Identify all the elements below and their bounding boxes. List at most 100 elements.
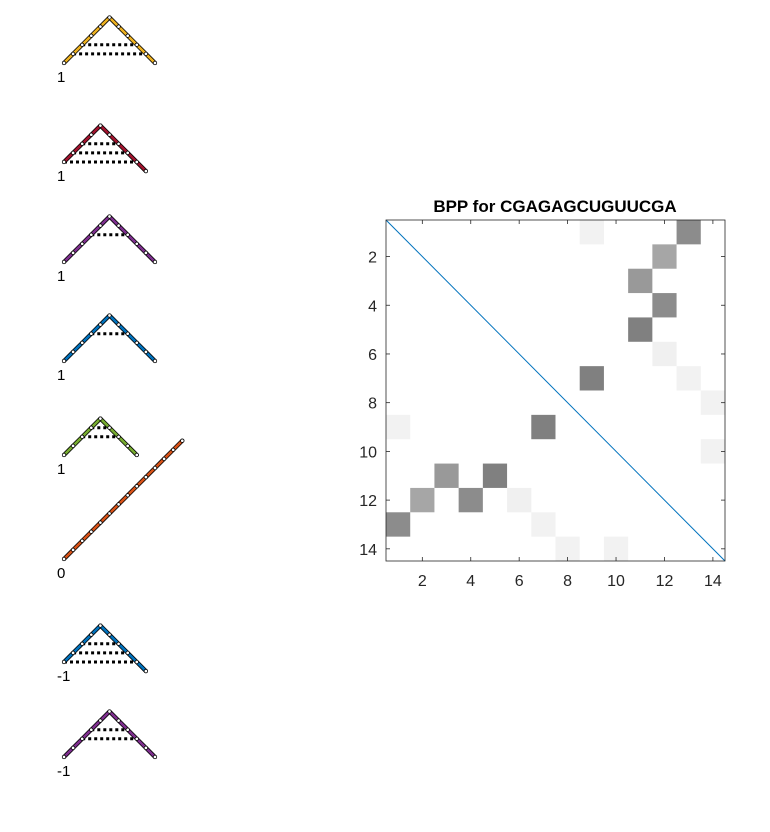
structure-label: 1 xyxy=(57,69,65,86)
backbone-outline xyxy=(61,15,158,66)
backbone-line xyxy=(62,439,184,561)
x-tick-label: 8 xyxy=(563,573,572,590)
structure-label: -1 xyxy=(57,763,70,780)
nucleotide-dot xyxy=(61,259,67,265)
nucleotide-dot xyxy=(107,15,112,20)
nucleotide-dot xyxy=(61,659,67,665)
nucleotide-dot xyxy=(116,718,121,723)
nucleotide-dot xyxy=(125,33,130,38)
nucleotide-dot xyxy=(89,632,94,637)
heatmap-cell xyxy=(531,414,556,440)
nucleotide-dot xyxy=(116,322,121,327)
heatmap-cell xyxy=(531,512,556,537)
nucleotide-dot xyxy=(71,650,76,655)
nucleotide-dot xyxy=(116,502,121,507)
nucleotide-dot xyxy=(71,349,76,354)
nucleotide-dot xyxy=(89,425,94,430)
y-tick-label: 8 xyxy=(368,396,377,413)
heatmap-cell xyxy=(579,220,604,245)
heatmap-cell xyxy=(628,317,653,342)
nucleotide-dot xyxy=(180,438,185,443)
x-tick-label: 10 xyxy=(607,573,625,590)
backbone-outline xyxy=(61,709,158,760)
nucleotide-dot xyxy=(80,141,85,146)
nucleotide-dot xyxy=(98,123,103,128)
nucleotide-dot xyxy=(143,51,148,56)
nucleotide-dot xyxy=(80,538,85,543)
structure-1: 1 xyxy=(57,15,158,86)
x-tick-label: 14 xyxy=(704,573,722,590)
nucleotide-dot xyxy=(89,727,94,732)
structure-label: 1 xyxy=(57,461,65,478)
heatmap-cell xyxy=(434,463,459,488)
diagonal-line xyxy=(385,219,726,562)
nucleotide-dot xyxy=(134,736,139,741)
nucleotide-dot xyxy=(71,150,76,155)
heatmap-cell xyxy=(628,268,653,294)
heatmap-cell xyxy=(652,341,677,367)
structure-drawings: 1 1 1 1 1 0 -1 -1 xyxy=(57,15,185,780)
nucleotide-dot xyxy=(162,456,167,461)
nucleotide-dot xyxy=(134,42,139,47)
nucleotide-dot xyxy=(116,223,121,228)
structure-label: 1 xyxy=(57,168,65,185)
heatmap-cell xyxy=(603,536,629,561)
backbone-line xyxy=(62,16,157,65)
nucleotide-dot xyxy=(116,434,121,439)
nucleotide-dot xyxy=(80,42,85,47)
heatmap-cell xyxy=(652,293,677,318)
nucleotide-dot xyxy=(152,358,158,364)
nucleotide-dot xyxy=(71,547,76,552)
y-axis: 2 4 6 8 10 12 14 xyxy=(359,250,725,559)
nucleotide-dot xyxy=(98,520,103,525)
structure-label: 1 xyxy=(57,268,65,285)
y-tick-label: 2 xyxy=(368,250,377,267)
nucleotide-dot xyxy=(125,150,130,155)
nucleotide-dot xyxy=(61,60,67,66)
x-axis: 2 4 6 8 10 12 14 xyxy=(418,220,722,590)
heatmap-cell xyxy=(386,512,411,537)
nucleotide-dot xyxy=(61,452,67,458)
heatmap-cell xyxy=(579,366,604,391)
nucleotide-dot xyxy=(89,33,94,38)
backbone-line xyxy=(62,215,157,264)
nucleotide-dot xyxy=(80,241,85,246)
nucleotide-dot xyxy=(107,425,112,430)
structure-4: 1 xyxy=(57,313,158,384)
nucleotide-dot xyxy=(89,331,94,336)
nucleotide-dot xyxy=(107,214,112,219)
nucleotide-dot xyxy=(125,443,130,448)
backbone-line xyxy=(62,710,157,759)
backbone-outline xyxy=(61,313,158,364)
nucleotide-dot xyxy=(71,51,76,56)
structure-label: -1 xyxy=(57,668,70,685)
nucleotide-dot xyxy=(116,641,121,646)
structure-5: 1 xyxy=(57,416,139,478)
x-tick-label: 12 xyxy=(656,573,674,590)
nucleotide-dot xyxy=(98,223,103,228)
nucleotide-dot xyxy=(89,529,94,534)
nucleotide-dot xyxy=(89,132,94,137)
x-tick-label: 6 xyxy=(515,573,524,590)
nucleotide-dot xyxy=(98,322,103,327)
nucleotide-dot xyxy=(152,754,158,760)
nucleotide-dot xyxy=(134,659,139,665)
heatmap-cell xyxy=(652,244,677,269)
nucleotide-dot xyxy=(125,232,130,237)
nucleotide-dot xyxy=(125,493,130,498)
nucleotide-dot xyxy=(80,736,85,741)
y-tick-label: 14 xyxy=(359,542,377,559)
nucleotide-dot xyxy=(125,331,130,336)
heatmap-cell xyxy=(700,439,725,464)
nucleotide-dot xyxy=(107,511,112,516)
heatmap-cell xyxy=(458,487,483,513)
nucleotide-dot xyxy=(134,159,139,165)
nucleotide-dot xyxy=(61,754,67,760)
nucleotide-dot xyxy=(71,745,76,750)
nucleotide-dot xyxy=(152,259,158,265)
heatmap-cells xyxy=(386,220,725,561)
heatmap-cell xyxy=(676,220,701,245)
nucleotide-dot xyxy=(98,24,103,29)
structure-6: 0 xyxy=(57,438,185,582)
